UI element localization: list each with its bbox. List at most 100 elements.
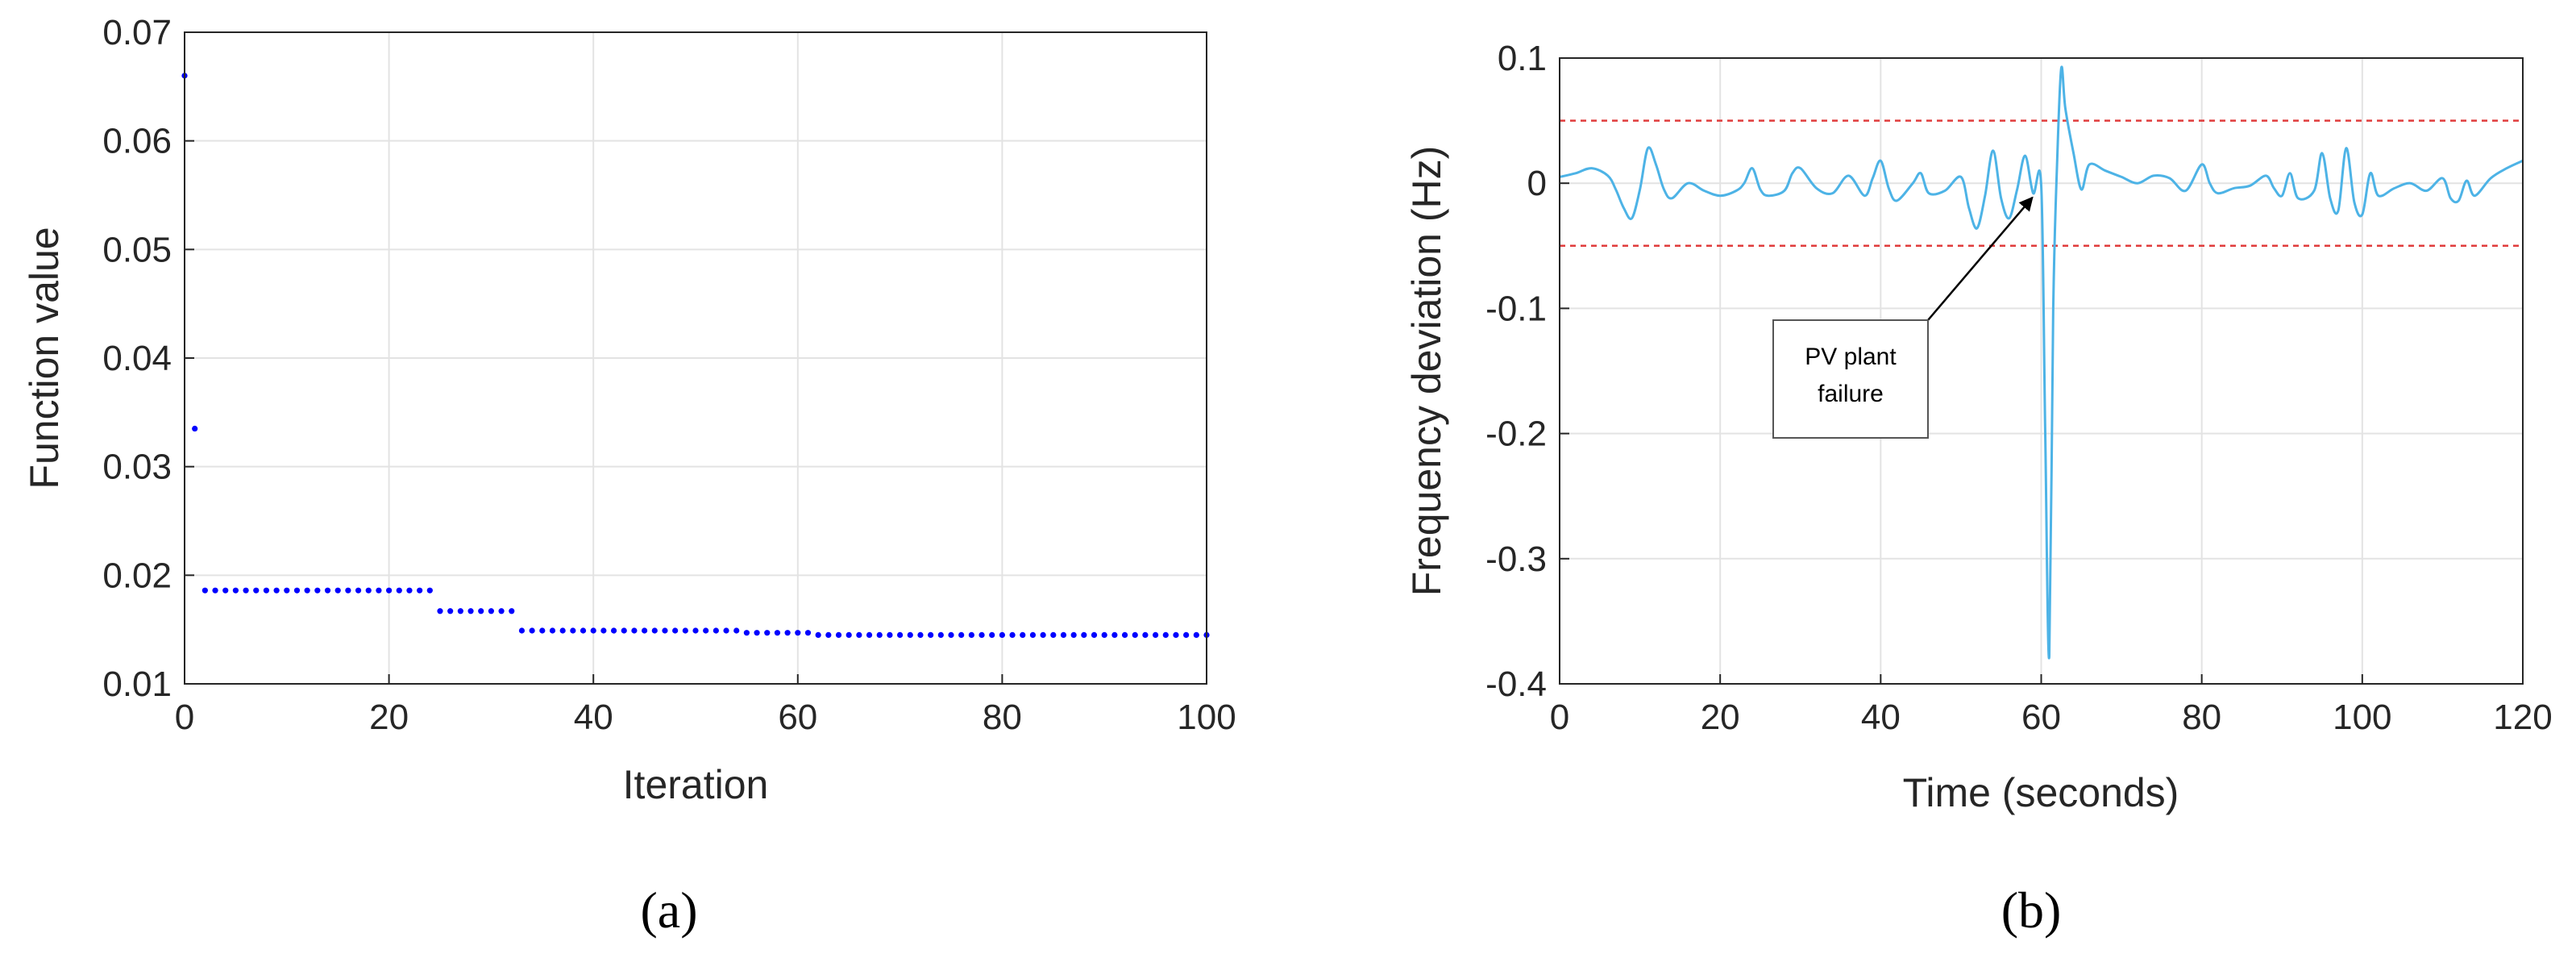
scatter-point [334,587,341,594]
scatter-point [989,631,995,639]
scatter-point [1132,631,1138,639]
scatter-point [426,587,433,594]
y-axis-label-b: Frequency deviation (Hz) [1404,146,1449,597]
x-tick-label: 100 [1177,698,1236,737]
scatter-point [1101,631,1107,639]
scatter-point [610,627,617,634]
scatter-point [1009,631,1016,639]
scatter-point [417,587,423,594]
scatter-point [539,627,546,634]
scatter-point [600,627,607,634]
x-tick-label: 80 [983,698,1022,737]
scatter-point [324,587,331,594]
scatter-point [1173,631,1179,639]
scatter-point [243,587,249,594]
scatter-point [1029,631,1037,639]
x-tick-label: 120 [2493,698,2552,737]
scatter-point [672,627,679,634]
scatter-point [856,631,862,639]
y-tick-label: 0.07 [102,13,172,52]
scatter-point [293,587,301,594]
scatter-markers-a [181,73,1210,639]
annotation-arrow [1927,196,2034,321]
scatter-point [222,587,229,594]
scatter-point [937,631,944,639]
scatter-point [1162,631,1169,639]
scatter-point [212,587,218,594]
scatter-point [723,627,729,634]
y-tick-label: 0.06 [102,122,172,161]
scatter-point [713,627,719,634]
scatter-point [549,627,556,634]
scatter-point [1040,631,1046,639]
scatter-point [488,608,495,614]
y-tick-label: 0.01 [102,664,172,704]
x-axis-label-a: Iteration [623,762,769,807]
scatter-point [498,608,505,614]
scatter-point [958,631,965,639]
annotation-text-line-2: failure [1818,381,1884,407]
scatter-point [1050,631,1057,639]
scatter-point [897,631,904,639]
scatter-point [642,627,648,634]
scatter-point [1091,631,1098,639]
scatter-point [478,608,484,614]
scatter-point [580,627,587,634]
scatter-point [846,631,852,639]
scatter-point [467,608,474,614]
scatter-point [948,631,954,639]
y-tick-label: 0.05 [102,230,172,269]
ticks-b: 0 20 40 60 80 100 120 -0.4 -0.3 -0.2 -0.1 0 0.1 [1485,39,2553,737]
scatter-point [263,587,270,594]
scatter-point [509,608,515,614]
annotation-text-line-1: PV plant [1805,344,1897,370]
y-tick-label: 0 [1527,164,1547,203]
x-axis-label-b: Time (seconds) [1903,770,2179,815]
scatter-point [876,631,883,639]
annotation-b: PV plant failure [1772,196,2034,439]
reference-lines-b [1560,119,2523,248]
scatter-point [968,631,974,639]
scatter-point [917,631,924,639]
scatter-point [804,630,812,636]
series-line-b [1559,65,2524,660]
scatter-point [365,587,372,594]
panel-label-a: (a) [640,881,697,939]
scatter-point [764,630,771,636]
x-tick-label: 100 [2333,698,2391,737]
annotation-box [1772,319,1929,439]
y-axis-label-a: Function value [22,227,67,489]
scatter-point [651,627,658,634]
scatter-point [631,627,638,634]
ticks-a: 0 20 40 60 80 100 0.01 0.02 0.03 0.04 0.05 0.06 0.07 [102,13,1236,737]
scatter-point [304,587,310,594]
scatter-point [406,587,413,594]
scatter-point [355,587,362,594]
x-tick-label: 40 [574,698,613,737]
scatter-point [345,587,351,594]
scatter-point [1183,631,1190,639]
scatter-point [754,630,760,636]
scatter-point [795,630,801,636]
panel-label-b: (b) [2001,881,2062,939]
scatter-point [703,627,709,634]
scatter-point [273,587,280,594]
y-tick-label: 0.1 [1498,39,1547,78]
scatter-point [907,631,913,639]
scatter-point [1020,631,1026,639]
scatter-point [253,587,260,594]
y-tick-label: -0.1 [1485,289,1547,328]
x-tick-label: 60 [2021,698,2061,737]
x-tick-label: 0 [175,698,194,737]
x-tick-label: 60 [778,698,817,737]
scatter-point [733,627,740,634]
scatter-point [1081,631,1087,639]
y-tick-label: -0.3 [1485,539,1547,579]
grid-a [184,31,1207,685]
scatter-point [396,587,402,594]
chart-b: 0 20 40 60 80 100 120 -0.4 -0.3 -0.2 -0.1 0 0.1 PV p… [1404,39,2553,939]
x-tick-label: 20 [1701,698,1740,737]
scatter-point [815,631,821,639]
scatter-point [682,627,688,634]
scatter-point [232,587,239,594]
